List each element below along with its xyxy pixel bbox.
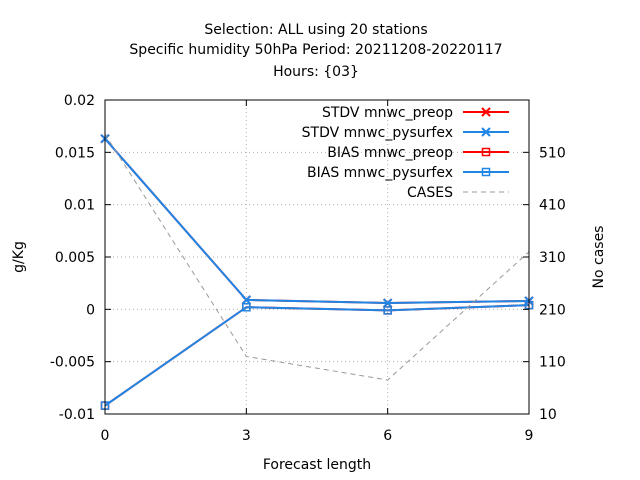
series-1 <box>100 134 534 308</box>
series-line <box>104 304 530 407</box>
legend-label: BIAS mnwc_preop <box>327 145 453 161</box>
y2-tick-label: 510 <box>539 145 566 161</box>
legend-marker-stroke <box>481 107 491 117</box>
y2-tick-label: 210 <box>539 302 566 318</box>
grid <box>105 100 529 414</box>
x-tick-label: 0 <box>101 428 110 444</box>
title-line-3: Hours: {03} <box>273 64 359 80</box>
y2-axis-label: No cases <box>591 226 607 289</box>
y-tick-label: 0.02 <box>64 93 95 109</box>
x-tick-label: 6 <box>383 428 392 444</box>
chart-title: Selection: ALL using 20 stations Specifi… <box>129 22 502 80</box>
legend-marker <box>481 127 491 137</box>
y2-tick-label: 310 <box>539 250 566 266</box>
data-point-stroke <box>241 295 252 305</box>
axis-ticks: -0.01 -0.005 0 0.005 0.01 0.015 0.02 0 3 6 9 10 110 2… <box>50 93 566 444</box>
series-line <box>104 304 530 407</box>
title-line-2: Specific humidity 50hPa Period: 20211208… <box>129 42 502 58</box>
title-line-1: Selection: ALL using 20 stations <box>204 22 427 38</box>
y2-tick-label: 410 <box>539 198 566 214</box>
legend-label: STDV mnwc_pysurfex <box>302 125 453 141</box>
series-3 <box>100 300 534 410</box>
legend-marker <box>481 147 491 157</box>
legend-marker <box>481 167 491 177</box>
legend: STDV mnwc_preop STDV mnwc_pysurfex BIAS mn… <box>302 105 509 201</box>
data-point <box>383 306 392 315</box>
data-point <box>382 298 393 308</box>
data-point <box>242 302 251 312</box>
legend-marker <box>481 107 491 117</box>
legend-marker-stroke <box>481 127 491 137</box>
legend-label: BIAS mnwc_pysurfex <box>307 165 453 181</box>
y2-tick-label: 110 <box>539 355 566 371</box>
y-tick-label: -0.005 <box>50 355 95 371</box>
series-0 <box>100 134 534 308</box>
series-line <box>104 138 530 305</box>
legend-label: CASES <box>407 185 453 201</box>
data-point-stroke <box>382 298 393 308</box>
y-axis-label: g/Kg <box>11 241 27 273</box>
data-point <box>241 295 252 305</box>
x-axis-label: Forecast length <box>263 457 371 473</box>
y-tick-label: 0.005 <box>55 250 95 266</box>
y-tick-label: 0.01 <box>64 198 95 214</box>
y-tick-label: -0.01 <box>59 407 95 423</box>
y2-tick-label: 10 <box>539 407 557 423</box>
x-tick-label: 3 <box>242 428 251 444</box>
x-tick-label: 9 <box>525 428 534 444</box>
legend-label: STDV mnwc_preop <box>322 105 453 121</box>
series-line <box>104 138 530 305</box>
series-4 <box>104 133 530 381</box>
y-tick-label: 0 <box>86 302 95 318</box>
series-line <box>104 133 530 381</box>
series-2 <box>100 300 534 410</box>
y-tick-label: 0.015 <box>55 145 95 161</box>
